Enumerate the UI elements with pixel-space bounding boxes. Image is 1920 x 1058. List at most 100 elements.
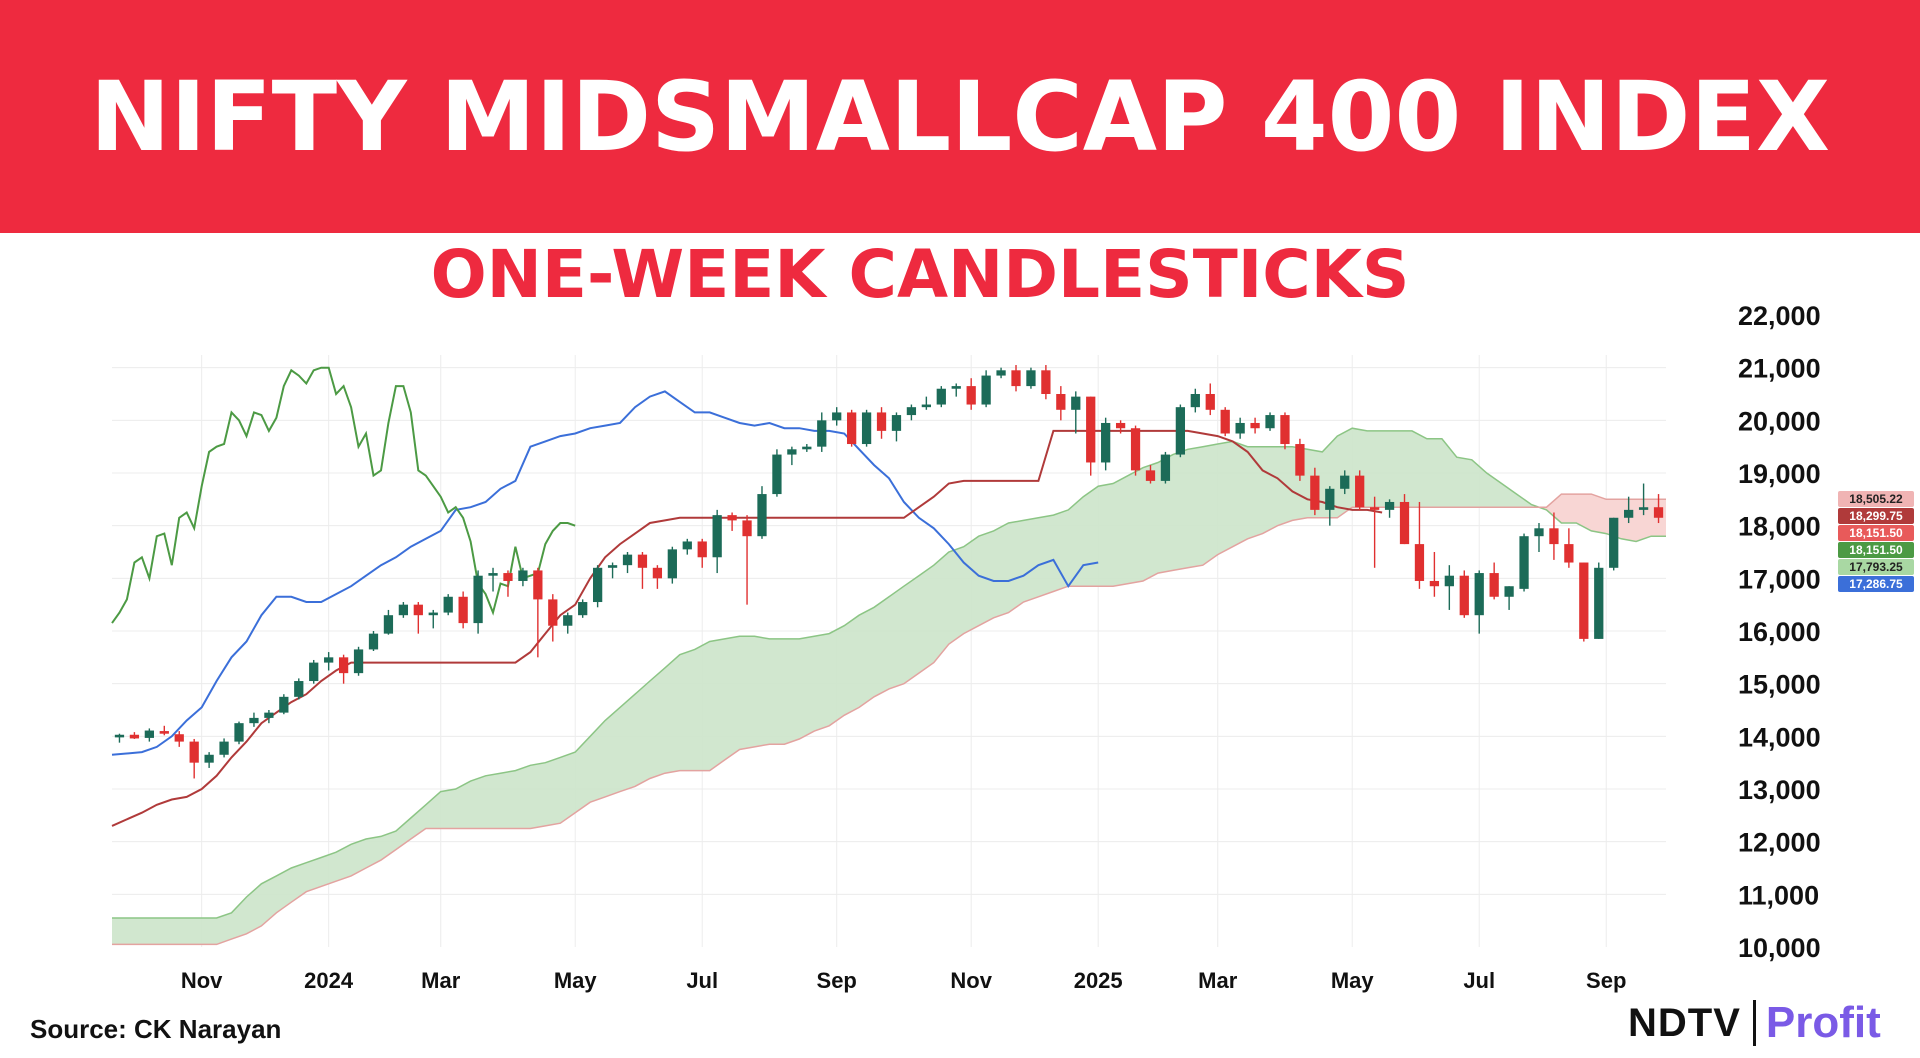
leading-span-b-line <box>112 493 1666 946</box>
ndtv-profit-logo: NDTV Profit <box>1628 998 1881 1048</box>
candle-up <box>1504 586 1514 597</box>
candle-up <box>712 515 722 558</box>
candle-down <box>697 541 707 558</box>
candle-up <box>1474 573 1484 616</box>
x-tick-label: Jul <box>686 968 718 993</box>
candle-up <box>832 412 842 421</box>
price-badge <box>1838 525 1914 542</box>
candle-down <box>1145 470 1156 481</box>
candle-down <box>637 554 648 568</box>
candle-up <box>353 649 364 674</box>
candle-up <box>1026 370 1036 387</box>
x-tick-label: Nov <box>950 968 992 993</box>
candle-up <box>279 696 289 713</box>
candle-up <box>294 681 304 697</box>
price-badge-label: 18,299.75 <box>1849 509 1903 523</box>
x-tick-label: Jul <box>1463 968 1495 993</box>
candle-up <box>757 494 767 537</box>
price-badge-label: 18,151.50 <box>1849 543 1903 557</box>
candle-up <box>1534 528 1544 537</box>
candle-up <box>1190 394 1200 408</box>
candle-up <box>891 415 902 431</box>
candle-up <box>428 612 438 616</box>
y-tick-label: 16,000 <box>1738 617 1821 647</box>
base-line-line <box>111 429 1383 827</box>
x-tick-label: Nov <box>181 968 223 993</box>
price-badge-label: 17,286.75 <box>1849 577 1903 591</box>
candle-up <box>1594 567 1604 639</box>
candle-down <box>1429 580 1440 587</box>
candle-up <box>1444 575 1454 587</box>
candle-up <box>383 615 394 634</box>
y-tick-label: 21,000 <box>1738 354 1821 384</box>
cloud-bearish <box>1542 494 1666 542</box>
candle-up <box>144 730 154 738</box>
candle-up <box>578 602 588 616</box>
candle-down <box>1295 444 1305 476</box>
y-tick-label: 17,000 <box>1738 564 1821 594</box>
cloud-bullish <box>112 428 1539 945</box>
brand-ndtv: NDTV <box>1628 1000 1741 1045</box>
candle-down <box>129 734 140 739</box>
y-tick-label: 10,000 <box>1738 933 1821 963</box>
candle-up <box>1265 415 1275 429</box>
candle-down <box>159 731 169 734</box>
conversion-line-line <box>111 390 1099 756</box>
candle-down <box>189 741 199 763</box>
candle-down <box>1250 422 1260 429</box>
lagging-span-line <box>111 366 576 624</box>
candle-down <box>1130 428 1141 471</box>
candle-up <box>996 370 1006 376</box>
y-tick-label: 22,000 <box>1738 301 1821 331</box>
candle-down <box>847 412 857 445</box>
candle-up <box>368 633 379 650</box>
x-tick-label: Mar <box>421 968 461 993</box>
candle-down <box>338 657 349 674</box>
candle-up <box>1624 509 1634 518</box>
candle-up <box>1071 396 1081 410</box>
candle-up <box>114 734 125 738</box>
chart-subtitle: ONE-WEEK CANDLESTICKS <box>430 236 1410 313</box>
candle-up <box>518 570 528 581</box>
y-tick-label: 11,000 <box>1738 880 1819 910</box>
candle-down <box>458 596 468 624</box>
candle-down <box>1653 507 1664 518</box>
candle-up <box>622 554 633 566</box>
candle-down <box>1086 396 1096 463</box>
y-tick-label: 20,000 <box>1738 406 1821 436</box>
y-tick-label: 19,000 <box>1738 459 1821 489</box>
candle-up <box>234 723 244 742</box>
candle-down <box>1205 394 1215 410</box>
price-badge <box>1838 491 1914 508</box>
candle-down <box>1549 528 1559 545</box>
y-tick-label: 15,000 <box>1738 670 1821 700</box>
candle-up <box>802 446 812 450</box>
candle-up <box>1384 501 1395 510</box>
candle-up <box>1175 407 1186 455</box>
price-badge <box>1838 542 1914 559</box>
candle-down <box>876 412 887 431</box>
candle-up <box>1101 422 1111 463</box>
candle-up <box>1235 422 1245 434</box>
candle-down <box>413 604 423 616</box>
candle-up <box>906 407 917 416</box>
candle-down <box>1220 409 1230 434</box>
candle-down <box>1355 475 1365 508</box>
candle-up <box>861 412 872 445</box>
candle-down <box>1564 544 1574 563</box>
candle-down <box>1579 562 1589 639</box>
candle-down <box>1310 475 1320 510</box>
candle-up <box>443 596 453 613</box>
candle-down <box>174 734 184 742</box>
candle-down <box>1280 415 1290 445</box>
price-badge <box>1838 576 1914 593</box>
candle-up <box>787 449 797 455</box>
title-banner: NIFTY MIDSMALLCAP 400 INDEX <box>0 0 1920 233</box>
candle-up <box>936 388 946 405</box>
candle-up <box>817 420 827 447</box>
candle-up <box>219 741 229 755</box>
brand-profit: Profit <box>1765 998 1881 1047</box>
price-badge <box>1838 559 1914 576</box>
candle-up <box>249 717 259 724</box>
candle-down <box>548 599 558 626</box>
